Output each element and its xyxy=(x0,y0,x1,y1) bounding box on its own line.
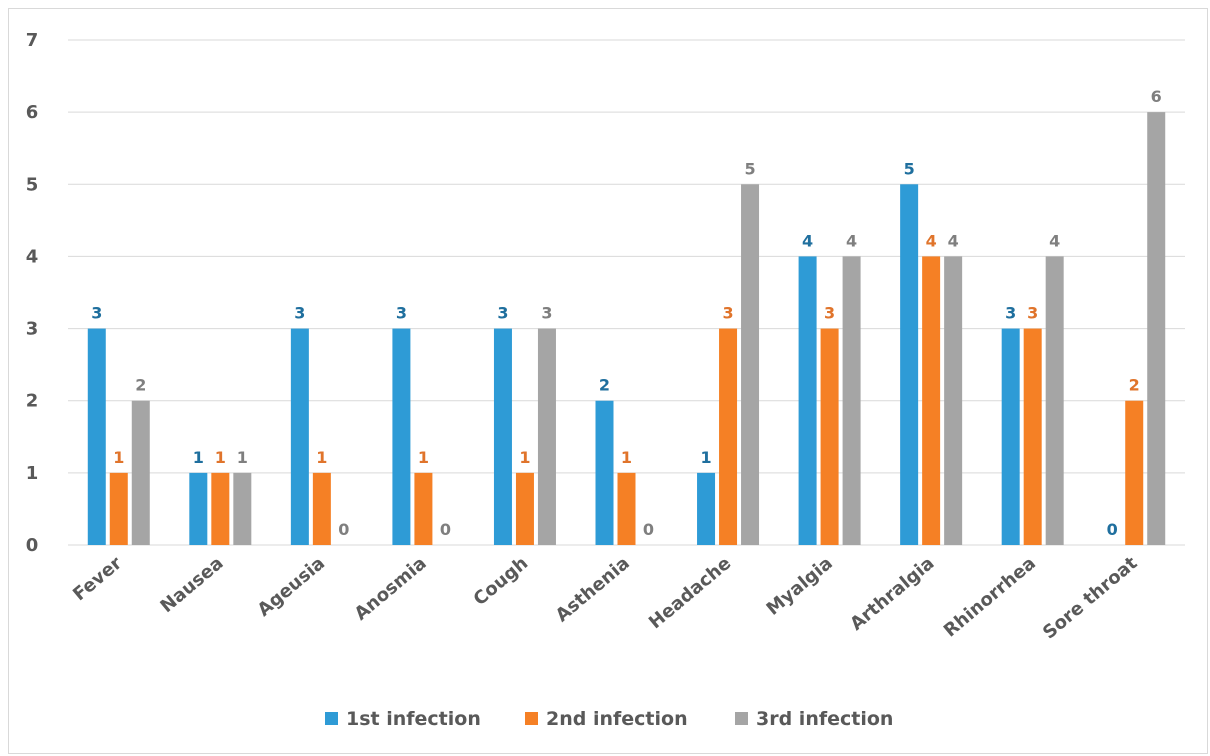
data-label: 2 xyxy=(1129,376,1140,395)
x-tick-label: Myalgia xyxy=(763,553,837,620)
y-tick-label: 3 xyxy=(26,319,39,340)
data-label: 1 xyxy=(519,448,530,467)
bar xyxy=(131,400,150,545)
bar xyxy=(798,256,817,545)
data-label: 1 xyxy=(418,448,429,467)
x-tick-label: Fever xyxy=(69,553,126,606)
bar xyxy=(493,328,512,545)
bar xyxy=(842,256,861,545)
data-label: 0 xyxy=(1107,520,1118,539)
y-tick-label: 2 xyxy=(26,391,39,412)
bar xyxy=(900,184,919,546)
data-label: 4 xyxy=(846,231,857,250)
data-label: 1 xyxy=(316,448,327,467)
data-label: 6 xyxy=(1151,87,1162,106)
bar xyxy=(87,328,106,545)
bar xyxy=(1045,256,1064,545)
data-label: 1 xyxy=(237,448,248,467)
bar xyxy=(515,472,534,545)
gridlines xyxy=(68,39,1185,546)
data-label: 4 xyxy=(1049,231,1060,250)
data-label: 2 xyxy=(135,376,146,395)
data-label: 1 xyxy=(215,448,226,467)
y-tick-label: 5 xyxy=(26,174,39,195)
data-label: 1 xyxy=(621,448,632,467)
x-tick-label: Cough xyxy=(470,553,533,610)
bar xyxy=(697,472,716,545)
bar xyxy=(1023,328,1042,545)
legend: 1st infection 2nd infection 3rd infection xyxy=(325,708,893,730)
bar xyxy=(392,328,411,545)
data-label: 5 xyxy=(904,159,915,178)
x-tick-label: Asthenia xyxy=(552,553,634,627)
legend-label: 1st infection xyxy=(346,708,481,730)
legend-swatch xyxy=(525,712,538,725)
data-label: 4 xyxy=(948,231,959,250)
data-label: 3 xyxy=(396,304,407,323)
bar xyxy=(922,256,941,545)
data-label: 1 xyxy=(113,448,124,467)
data-label: 3 xyxy=(91,304,102,323)
x-tick-label: Anosmia xyxy=(351,553,431,625)
data-label: 4 xyxy=(802,231,813,250)
data-label: 5 xyxy=(744,159,755,178)
y-tick-label: 0 xyxy=(26,535,39,556)
bar xyxy=(211,472,230,545)
data-label: 0 xyxy=(643,520,654,539)
data-label: 1 xyxy=(700,448,711,467)
legend-label: 2nd infection xyxy=(546,708,688,730)
bar xyxy=(290,328,309,545)
data-label: 0 xyxy=(338,520,349,539)
x-tick-label: Headache xyxy=(645,553,735,633)
x-axis-ticks: Fever Nausea Ageusia Anosmia Cough Asthenia He… xyxy=(69,552,1142,643)
data-label: 3 xyxy=(541,304,552,323)
bar xyxy=(1125,400,1144,545)
y-tick-label: 1 xyxy=(26,463,39,484)
bar xyxy=(617,472,636,545)
data-label: 3 xyxy=(294,304,305,323)
legend-label: 3rd infection xyxy=(756,708,893,730)
data-label: 3 xyxy=(1005,304,1016,323)
data-label: 3 xyxy=(497,304,508,323)
data-label: 0 xyxy=(440,520,451,539)
bar xyxy=(719,328,738,545)
y-tick-label: 7 xyxy=(26,30,39,51)
bar xyxy=(820,328,839,545)
legend-swatch xyxy=(325,712,338,725)
y-tick-label: 4 xyxy=(26,246,39,267)
y-tick-label: 6 xyxy=(26,102,39,123)
bar xyxy=(414,472,433,545)
data-label: 3 xyxy=(722,304,733,323)
bar xyxy=(1147,112,1166,546)
bar xyxy=(312,472,331,545)
bar xyxy=(944,256,963,545)
data-label: 3 xyxy=(1027,304,1038,323)
y-axis-ticks: 0 1 2 3 4 5 6 7 xyxy=(26,30,39,556)
data-label: 4 xyxy=(926,231,937,250)
x-tick-label: Ageusia xyxy=(254,553,329,621)
x-tick-label: Nausea xyxy=(157,553,228,617)
x-tick-label: Rhinorrhea xyxy=(940,553,1040,642)
legend-swatch xyxy=(735,712,748,725)
bar xyxy=(189,472,208,545)
bar xyxy=(595,400,614,545)
data-label: 2 xyxy=(599,376,610,395)
x-tick-label: Sore throat xyxy=(1039,552,1142,643)
bars xyxy=(87,112,1166,546)
bar xyxy=(109,472,128,545)
data-label: 1 xyxy=(193,448,204,467)
x-tick-label: Arthralgia xyxy=(846,553,938,635)
data-label: 3 xyxy=(824,304,835,323)
bar xyxy=(1001,328,1020,545)
bar xyxy=(741,184,760,546)
bar xyxy=(233,472,252,545)
bar xyxy=(537,328,556,545)
